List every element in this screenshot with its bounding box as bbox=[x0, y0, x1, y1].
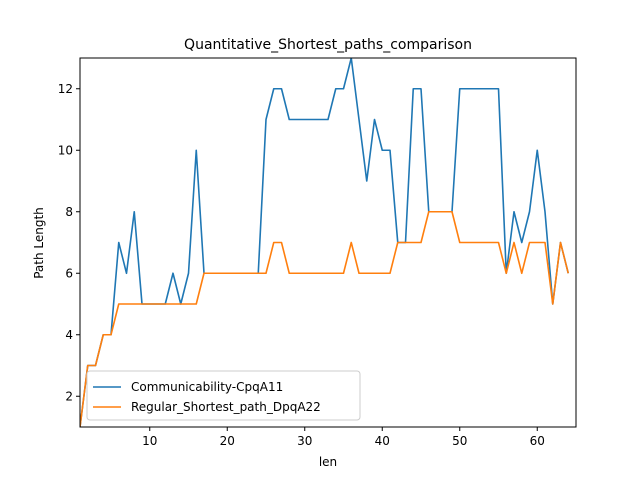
legend-box bbox=[86, 370, 361, 421]
x-tick-label: 40 bbox=[375, 434, 390, 448]
series-line-2 bbox=[80, 210, 570, 427]
x-tick-label: 30 bbox=[297, 434, 312, 448]
plot-frame bbox=[79, 57, 577, 428]
x-tick-label: 50 bbox=[452, 434, 467, 448]
y-tick-label: 2 bbox=[65, 389, 73, 403]
y-tick-label: 12 bbox=[58, 82, 73, 96]
y-tick-label: 4 bbox=[65, 328, 73, 342]
y-axis-label: Path Length bbox=[32, 207, 46, 279]
x-tick-label: 10 bbox=[142, 434, 157, 448]
y-tick-label: 8 bbox=[65, 205, 73, 219]
y-tick-label: 10 bbox=[58, 143, 73, 157]
plot-area: 10 20 30 40 50 60 2 4 6 8 10 12 Communicability-CpqA… bbox=[58, 57, 577, 448]
y-tick-label: 6 bbox=[65, 266, 73, 280]
chart-title: Quantitative_Shortest_paths_comparison bbox=[184, 37, 472, 53]
x-tick-label: 20 bbox=[220, 434, 235, 448]
x-tick-label: 60 bbox=[530, 434, 545, 448]
x-axis-label: len bbox=[319, 455, 337, 469]
legend: Communicability-CpqA11 Regular_Shortest_p… bbox=[86, 370, 361, 421]
legend-label-1: Communicability-CpqA11 bbox=[131, 380, 283, 394]
legend-label-2: Regular_Shortest_path_DpqA22 bbox=[131, 400, 321, 414]
